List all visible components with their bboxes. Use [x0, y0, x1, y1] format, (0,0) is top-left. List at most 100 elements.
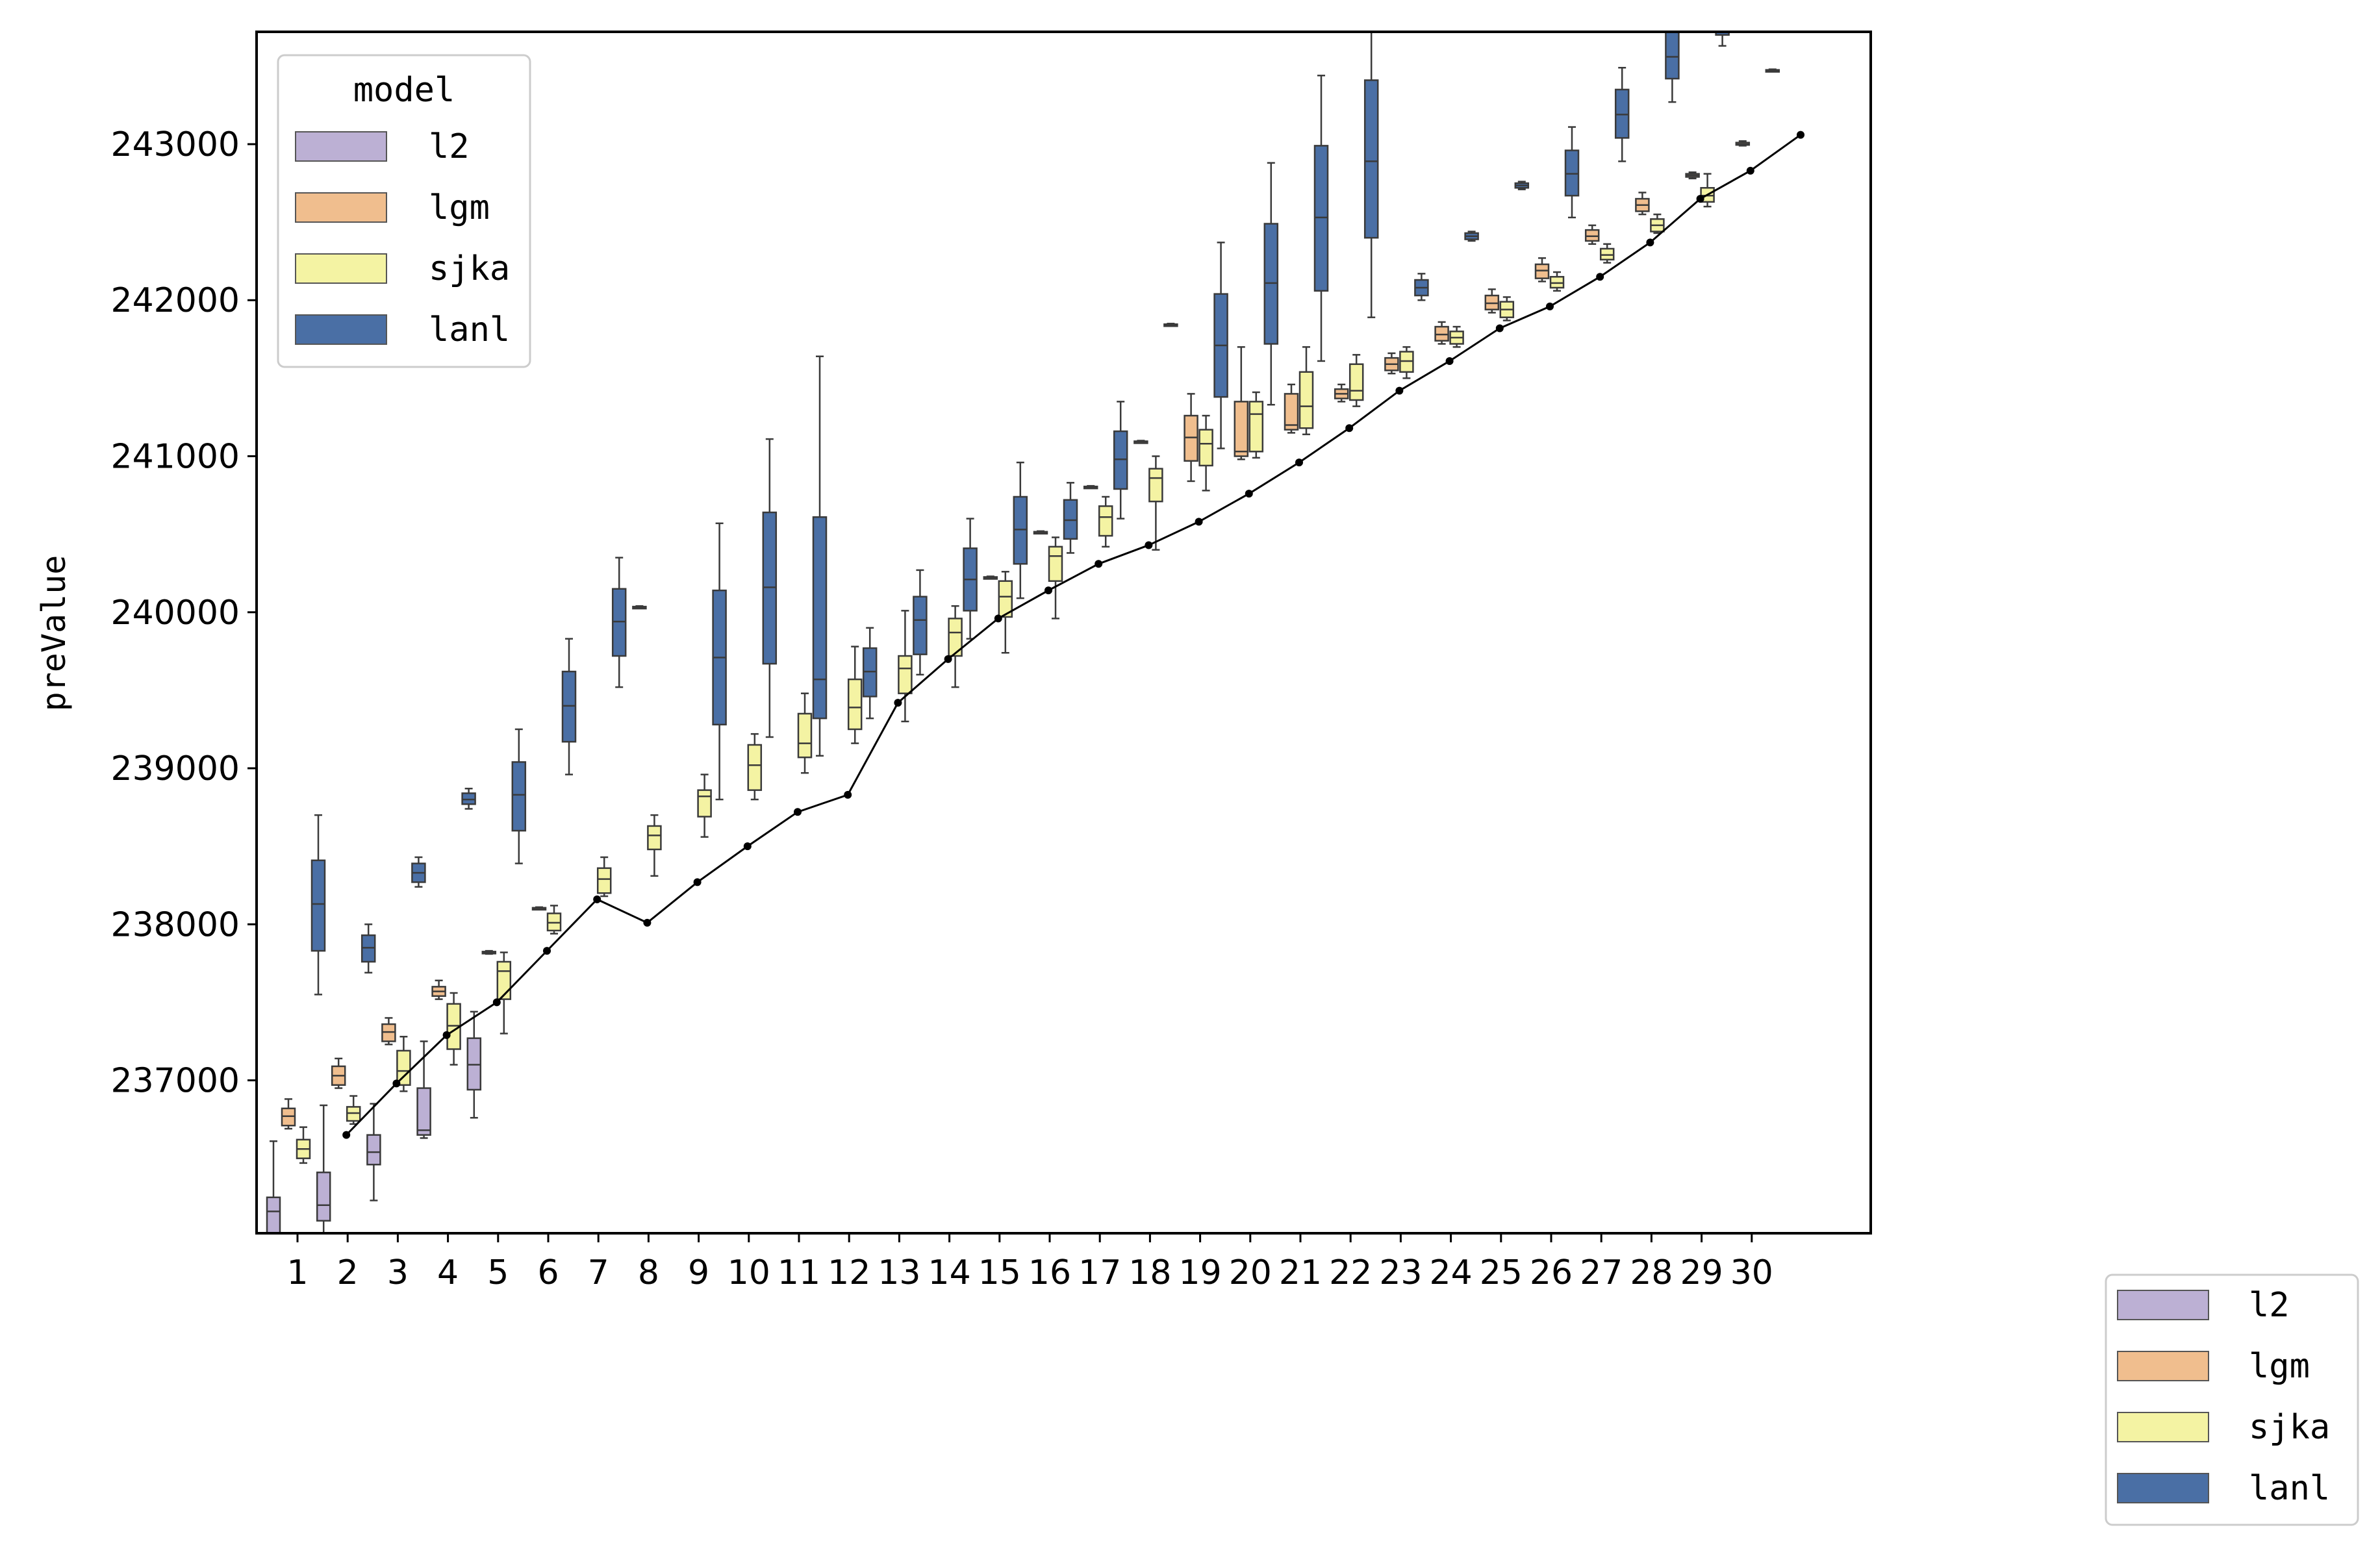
box-body	[948, 618, 963, 657]
box-lgm-5	[481, 949, 497, 955]
box-lgm-23	[1384, 352, 1399, 375]
box-lgm-24	[1434, 321, 1449, 345]
box-sjka-25	[1499, 296, 1515, 321]
legend-swatch-lgm	[295, 192, 387, 223]
line-point-3	[392, 1079, 401, 1088]
x-tick-label: 4	[437, 1253, 459, 1292]
box-lanl-23	[1414, 273, 1429, 301]
line-point-30	[1746, 166, 1754, 175]
box-body	[1198, 429, 1213, 467]
x-tick-label: 13	[878, 1253, 920, 1292]
box-sjka-12	[847, 646, 863, 744]
x-tick-label: 8	[638, 1253, 659, 1292]
x-tick-label: 11	[778, 1253, 820, 1292]
y-axis-label: preValue	[35, 555, 73, 712]
box-sjka-29	[1700, 173, 1715, 208]
box-body	[998, 580, 1013, 618]
line-point-28	[1646, 238, 1654, 247]
box-body	[1298, 371, 1314, 429]
plot-frame	[255, 31, 1872, 1235]
box-body	[697, 789, 712, 818]
x-tick-label: 18	[1128, 1253, 1171, 1292]
box-lgm-1	[281, 1098, 296, 1130]
box-lanl-2	[361, 923, 376, 974]
legend-main: model l2 lgm sjka lanl	[277, 54, 531, 368]
x-tick-label: 3	[387, 1253, 409, 1292]
legend2-label-lanl: lanl	[2249, 1469, 2330, 1508]
box-lgm-2	[331, 1057, 346, 1089]
box-lanl-24	[1464, 231, 1479, 242]
box-body	[1284, 393, 1299, 431]
box-body	[847, 678, 863, 731]
box-lgm-21	[1284, 383, 1299, 434]
legend-secondary: l2 lgm sjka lanl	[2105, 1274, 2359, 1526]
box-sjka-5	[496, 951, 512, 1035]
box-sjka-27	[1599, 243, 1615, 264]
box-sjka-1	[296, 1126, 311, 1164]
y-tick-label: 241000	[110, 438, 240, 477]
box-body	[1665, 32, 1680, 80]
x-tick-label: 14	[928, 1253, 971, 1292]
legend-label-lanl: lanl	[429, 310, 510, 349]
x-tick-label: 7	[588, 1253, 609, 1292]
legend2-label-l2: l2	[2249, 1286, 2290, 1325]
box-body	[1248, 401, 1264, 453]
box-lanl-6	[561, 638, 577, 775]
legend2-label-sjka: sjka	[2249, 1408, 2330, 1447]
box-lanl-10	[762, 438, 778, 738]
x-tick-label: 22	[1329, 1253, 1372, 1292]
box-sjka-6	[546, 905, 562, 935]
x-tick-label: 30	[1730, 1253, 1773, 1292]
box-sjka-10	[747, 733, 763, 801]
line-point-29	[1696, 195, 1704, 203]
box-lgm-22	[1334, 383, 1349, 403]
legend2-swatch-sjka	[2117, 1412, 2209, 1442]
x-tick-label: 15	[978, 1253, 1021, 1292]
legend2-frame	[2105, 1274, 2359, 1526]
x-tick-label: 28	[1630, 1253, 1673, 1292]
box-lanl-4	[461, 788, 476, 810]
box-body	[797, 712, 813, 759]
box-lanl-15	[1013, 461, 1028, 599]
box-lanl-20	[1263, 162, 1279, 406]
x-tick-label: 25	[1480, 1253, 1523, 1292]
x-tick-label: 24	[1430, 1253, 1473, 1292]
legend-swatch-lanl	[295, 314, 387, 345]
box-lanl-19	[1213, 242, 1228, 449]
box-lgm-26	[1534, 257, 1550, 282]
legend-title: model	[353, 71, 455, 110]
box-l2-3	[366, 1103, 381, 1201]
box-sjka-19	[1198, 414, 1213, 492]
box-lgm-15	[983, 575, 998, 580]
legend2-swatch-lanl	[2117, 1473, 2209, 1503]
x-tick-label: 9	[688, 1253, 709, 1292]
box-lgm-29	[1685, 171, 1700, 180]
box-lanl-17	[1113, 401, 1128, 520]
box-body	[266, 1196, 281, 1233]
box-sjka-8	[647, 814, 662, 877]
box-lgm-30	[1735, 140, 1751, 147]
box-l2-2	[316, 1104, 331, 1233]
box-body	[913, 596, 928, 655]
x-tick-label: 6	[537, 1253, 559, 1292]
x-tick-label: 16	[1028, 1253, 1071, 1292]
box-sjka-18	[1148, 455, 1163, 551]
box-lgm-18	[1133, 440, 1148, 444]
y-tick-label: 243000	[110, 125, 240, 164]
line-point-10	[743, 842, 752, 851]
actual-line	[346, 134, 1801, 1136]
box-body	[1098, 505, 1113, 537]
box-body	[1363, 79, 1379, 239]
box-sjka-16	[1048, 536, 1063, 620]
line-point-2	[342, 1131, 351, 1139]
x-tick-label: 1	[286, 1253, 308, 1292]
box-lgm-4	[431, 979, 446, 1000]
box-lanl-21	[1313, 75, 1329, 362]
box-lanl-3	[411, 856, 426, 888]
box-sjka-20	[1248, 391, 1264, 459]
y-tick-label: 242000	[110, 281, 240, 320]
line-point-8	[643, 918, 652, 927]
y-tick-label: 239000	[110, 749, 240, 788]
box-lanl-18	[1163, 323, 1178, 327]
